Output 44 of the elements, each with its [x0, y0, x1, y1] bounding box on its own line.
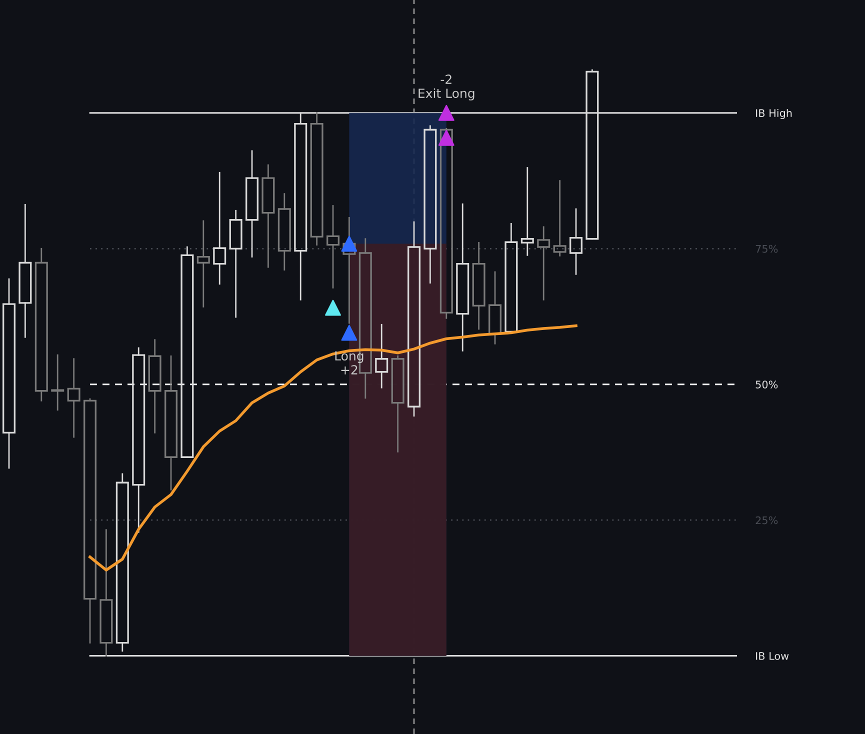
- line-series: [88, 324, 578, 572]
- candlestick: [375, 324, 388, 388]
- candlestick: [51, 354, 64, 411]
- candlestick: [2, 278, 16, 469]
- point: [438, 104, 454, 121]
- candlestick: [472, 242, 486, 330]
- candlestick: [132, 347, 146, 533]
- candlestick: [440, 128, 453, 319]
- candlestick: [229, 210, 242, 318]
- candlestick: [407, 221, 421, 417]
- candlestick: [310, 112, 324, 246]
- y-tick-label: IB High: [756, 108, 792, 120]
- candlestick: [278, 193, 291, 271]
- candlestick: [569, 208, 583, 275]
- candlestick: [245, 150, 259, 258]
- candlestick: [456, 203, 470, 352]
- candlestick: [342, 217, 356, 324]
- candlestick: [116, 473, 129, 652]
- candlestick: [294, 112, 308, 300]
- point: [438, 130, 454, 146]
- candlestick: [391, 355, 404, 452]
- y-tick-label: 50%: [756, 380, 778, 388]
- candlestick: [34, 248, 48, 402]
- candlestick: [18, 204, 32, 338]
- candlestick: [553, 180, 566, 256]
- series-label: Long +2: [335, 351, 364, 374]
- candlestick: [164, 355, 178, 490]
- candlestick: [213, 172, 226, 285]
- candlestick: [520, 167, 534, 256]
- candlestick: [326, 205, 340, 288]
- point: [341, 324, 358, 341]
- series-label: -2 Exit Long: [418, 74, 474, 100]
- candlestick: [537, 226, 550, 300]
- candlestick: [262, 164, 275, 268]
- point: [325, 300, 341, 316]
- candlestick: [424, 125, 437, 284]
- point: [341, 236, 358, 252]
- candlestick: [67, 358, 80, 438]
- candlestick: [100, 529, 113, 657]
- candlestick: [196, 220, 210, 308]
- y-tick-label: 75%: [756, 244, 778, 253]
- y-tick-label: IB Low: [756, 652, 789, 660]
- y-tick-label: 25%: [756, 516, 778, 524]
- candlestick: [148, 339, 162, 434]
